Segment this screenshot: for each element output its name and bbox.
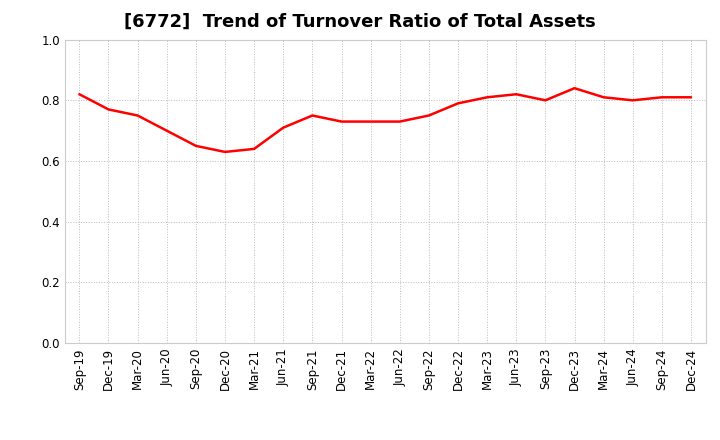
Text: [6772]  Trend of Turnover Ratio of Total Assets: [6772] Trend of Turnover Ratio of Total …: [124, 13, 596, 31]
